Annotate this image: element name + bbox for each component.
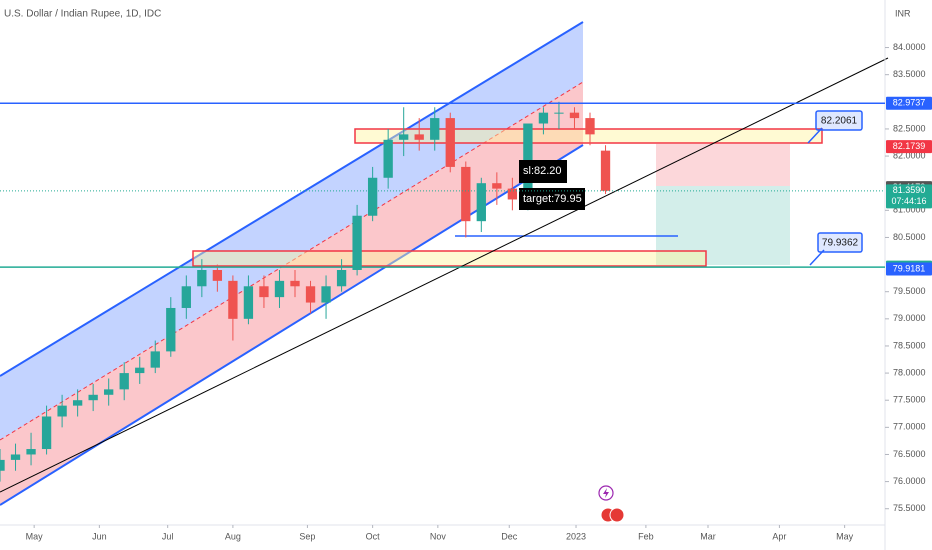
y-tick-label: 79.0000 — [893, 313, 926, 323]
candle-body — [507, 188, 518, 200]
price-badge — [886, 184, 932, 209]
price-badge-label: 79.9181 — [893, 263, 926, 273]
x-tick-label: May — [836, 531, 854, 541]
trend-line — [0, 57, 889, 493]
candle-body — [383, 139, 393, 178]
y-tick-label: 82.5000 — [893, 123, 926, 133]
support-zone — [192, 250, 707, 267]
candle-body — [430, 118, 440, 140]
x-tick-label: Apr — [772, 531, 786, 541]
candle-body — [461, 166, 471, 222]
x-tick-label: Aug — [225, 531, 241, 541]
candle-body — [336, 270, 347, 287]
currency-label: INR — [895, 8, 911, 18]
y-tick-label: 78.0000 — [893, 367, 926, 377]
candle-body — [228, 280, 238, 319]
candle-body — [399, 134, 409, 140]
callout-label: 79.9362 — [822, 238, 859, 249]
candle-body — [104, 389, 114, 395]
callout-label: 82.2061 — [821, 116, 858, 127]
channel-lower — [0, 82, 583, 505]
x-tick-label: Jun — [92, 531, 107, 541]
y-tick-label: 82.0000 — [893, 150, 926, 160]
candle-body — [41, 416, 52, 450]
candle-body — [554, 112, 564, 114]
y-tick-label: 80.5000 — [893, 232, 926, 242]
callout-box — [815, 110, 863, 131]
y-tick-label: 79.5000 — [893, 286, 926, 296]
x-tick-label: Sep — [299, 531, 315, 541]
x-tick-label: Oct — [366, 531, 381, 541]
y-tick-label: 81.0000 — [893, 205, 926, 215]
price-badge — [886, 96, 932, 110]
candle-body — [538, 112, 549, 124]
candle-body — [57, 405, 67, 417]
x-tick-label: Feb — [638, 531, 654, 541]
candle-body — [290, 280, 300, 287]
channel-mid — [0, 81, 584, 441]
price-badge-label: 82.9737 — [893, 98, 926, 108]
candle-body — [476, 183, 486, 222]
y-tick-label: 84.0000 — [893, 42, 926, 52]
y-tick-label: 78.5000 — [893, 340, 926, 350]
candle-body — [10, 454, 21, 460]
candle-body — [274, 280, 285, 298]
chart-title: U.S. Dollar / Indian Rupee, 1D, IDC — [4, 9, 161, 20]
candle-body — [72, 400, 83, 406]
x-tick-label: Dec — [501, 531, 518, 541]
target-zone — [656, 186, 790, 265]
y-tick-label: 77.5000 — [893, 395, 926, 405]
stop-zone — [656, 144, 790, 186]
channel-line — [0, 21, 584, 377]
price-badge — [886, 262, 932, 276]
candle-body — [600, 150, 611, 191]
y-tick-label: 83.5000 — [893, 69, 926, 79]
candle-body — [26, 449, 36, 455]
lightning-icon — [603, 488, 609, 498]
candle-body — [88, 394, 98, 401]
annotation: sl:82.20 — [523, 165, 562, 177]
candle-body — [445, 118, 455, 167]
candle-body — [243, 286, 254, 319]
candle-body — [119, 373, 129, 390]
price-badge — [886, 140, 932, 154]
y-tick-label: 76.5000 — [893, 449, 926, 459]
x-tick-label: Nov — [430, 531, 447, 541]
x-tick-label: Jul — [162, 531, 174, 541]
candle-body — [414, 134, 424, 140]
candle-body — [367, 177, 378, 216]
x-tick-label: 2023 — [566, 531, 586, 541]
candle-body — [569, 112, 580, 119]
candle-body — [181, 286, 191, 308]
flag-icon[interactable] — [609, 507, 625, 523]
candle-body — [585, 118, 595, 135]
candle-body — [212, 270, 223, 281]
annotation-box — [519, 188, 585, 210]
callout-box — [817, 232, 863, 253]
candle-body — [492, 183, 502, 189]
candle-body — [150, 351, 160, 368]
price-badge-label: 81.3590 — [893, 185, 926, 195]
candle-body — [259, 286, 269, 298]
annotation: target:79.95 — [523, 193, 582, 205]
countdown: 07:44:16 — [891, 196, 926, 206]
candle-body — [0, 459, 5, 471]
x-tick-label: May — [26, 531, 44, 541]
candle-body — [197, 270, 207, 287]
candle-body — [135, 367, 145, 374]
candle-body — [305, 286, 316, 303]
candle-body — [166, 307, 176, 352]
candle-body — [352, 215, 362, 271]
candle-body — [321, 286, 331, 303]
x-tick-label: Mar — [700, 531, 716, 541]
y-tick-label: 76.0000 — [893, 476, 926, 486]
price-badge-label: 82.1739 — [893, 141, 926, 151]
y-tick-label: 77.0000 — [893, 422, 926, 432]
y-tick-label: 75.5000 — [893, 503, 926, 513]
annotation-box — [519, 160, 567, 183]
